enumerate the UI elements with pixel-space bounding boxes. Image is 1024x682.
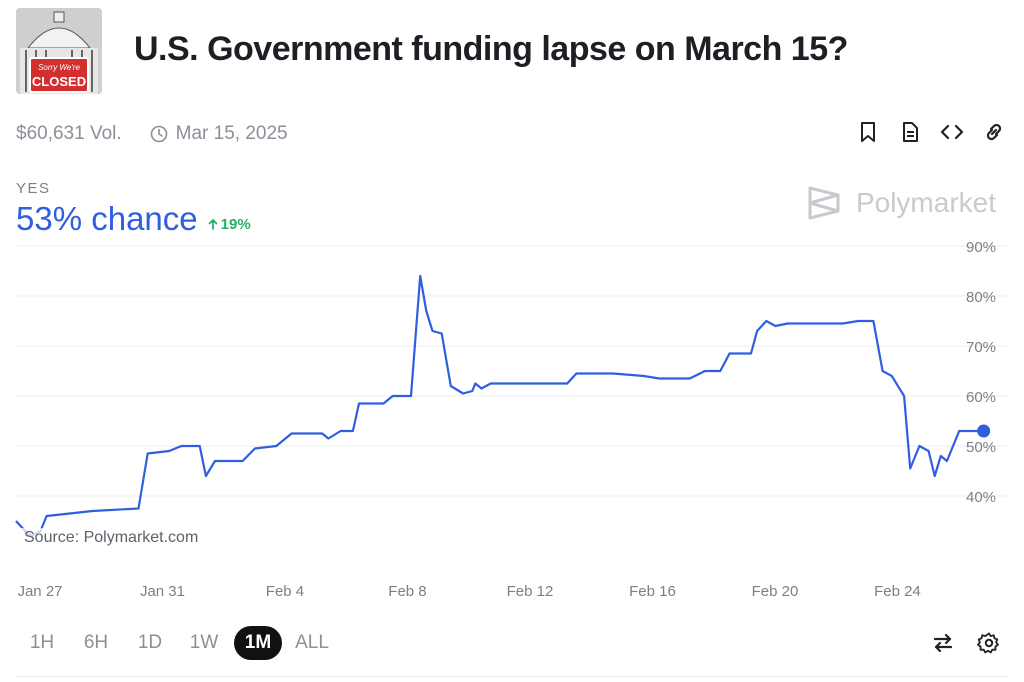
header-actions (856, 120, 1006, 144)
range-tab-1d[interactable]: 1D (137, 632, 163, 653)
chance-delta-value: 19% (220, 215, 251, 233)
document-icon[interactable] (898, 120, 922, 144)
link-icon[interactable] (982, 120, 1006, 144)
capitol-closed-image: Sorry We're CLOSED (16, 8, 102, 94)
range-tab-1m[interactable]: 1M (234, 626, 282, 660)
x-tick-label: Feb 8 (388, 583, 426, 600)
range-tab-all[interactable]: ALL (295, 632, 329, 653)
x-tick-label: Feb 20 (752, 583, 799, 600)
polymarket-watermark: Polymarket (806, 184, 996, 222)
chart-source: Source: Polymarket.com (18, 528, 205, 548)
chance-value: 53% chance (16, 200, 198, 237)
market-meta: $60,631 Vol. Mar 15, 2025 (16, 122, 288, 146)
range-tab-6h[interactable]: 6H (83, 632, 109, 653)
x-tick-label: Feb 4 (266, 583, 304, 600)
sign-text-line2: CLOSED (32, 74, 86, 89)
current-value-dot (977, 424, 991, 438)
chance-display: 53% chance 19% (16, 200, 251, 238)
clock-icon (150, 125, 168, 143)
polymarket-logo-icon (808, 186, 840, 220)
chart-x-axis-labels: Jan 27 Jan 31 Feb 4 Feb 8 Feb 12 Feb 16 Feb 20… (17, 583, 920, 600)
market-title: U.S. Government funding lapse on March 1… (134, 30, 848, 68)
range-tab-1w[interactable]: 1W (189, 632, 219, 653)
embed-code-icon[interactable] (940, 120, 964, 144)
x-tick-label: Feb 16 (629, 583, 676, 600)
volume-text: $60,631 Vol. (16, 123, 122, 144)
y-tick-label: 90% (966, 239, 996, 256)
sign-text-line1: Sorry We're (38, 63, 80, 72)
x-tick-label: Jan 27 (17, 583, 62, 600)
y-tick-label: 70% (966, 339, 996, 356)
chart-controls (930, 630, 1002, 656)
series-line (15, 274, 984, 538)
time-range-tabs: 1H 6H 1D 1W 1M ALL (18, 626, 336, 660)
arrow-up-icon (208, 219, 218, 230)
outcome-label: YES (16, 180, 51, 197)
bookmark-icon[interactable] (856, 120, 880, 144)
brand-name: Polymarket (855, 187, 996, 218)
y-tick-label: 60% (966, 389, 996, 406)
range-tab-1h[interactable]: 1H (29, 632, 55, 653)
y-tick-label: 50% (966, 439, 996, 456)
x-tick-label: Feb 24 (874, 583, 921, 600)
settings-gear-icon[interactable] (976, 630, 1002, 656)
end-date-text: Mar 15, 2025 (175, 123, 288, 144)
chart-gridlines (16, 245, 1008, 497)
price-history-chart: 40% 50% 60% 70% 80% 90% Jan 27 Jan 31 Feb 4 Feb … (15, 239, 1008, 600)
chart-series (15, 274, 991, 538)
x-tick-label: Feb 12 (507, 583, 554, 600)
bottom-divider (16, 676, 1008, 677)
market-thumbnail: Sorry We're CLOSED (16, 8, 102, 94)
y-tick-label: 40% (966, 489, 996, 506)
chart-y-axis-labels: 40% 50% 60% 70% 80% 90% (966, 239, 996, 506)
chance-delta: 19% (208, 216, 251, 233)
x-tick-label: Jan 31 (140, 583, 185, 600)
y-tick-label: 80% (966, 289, 996, 306)
swap-arrows-icon[interactable] (930, 630, 956, 656)
